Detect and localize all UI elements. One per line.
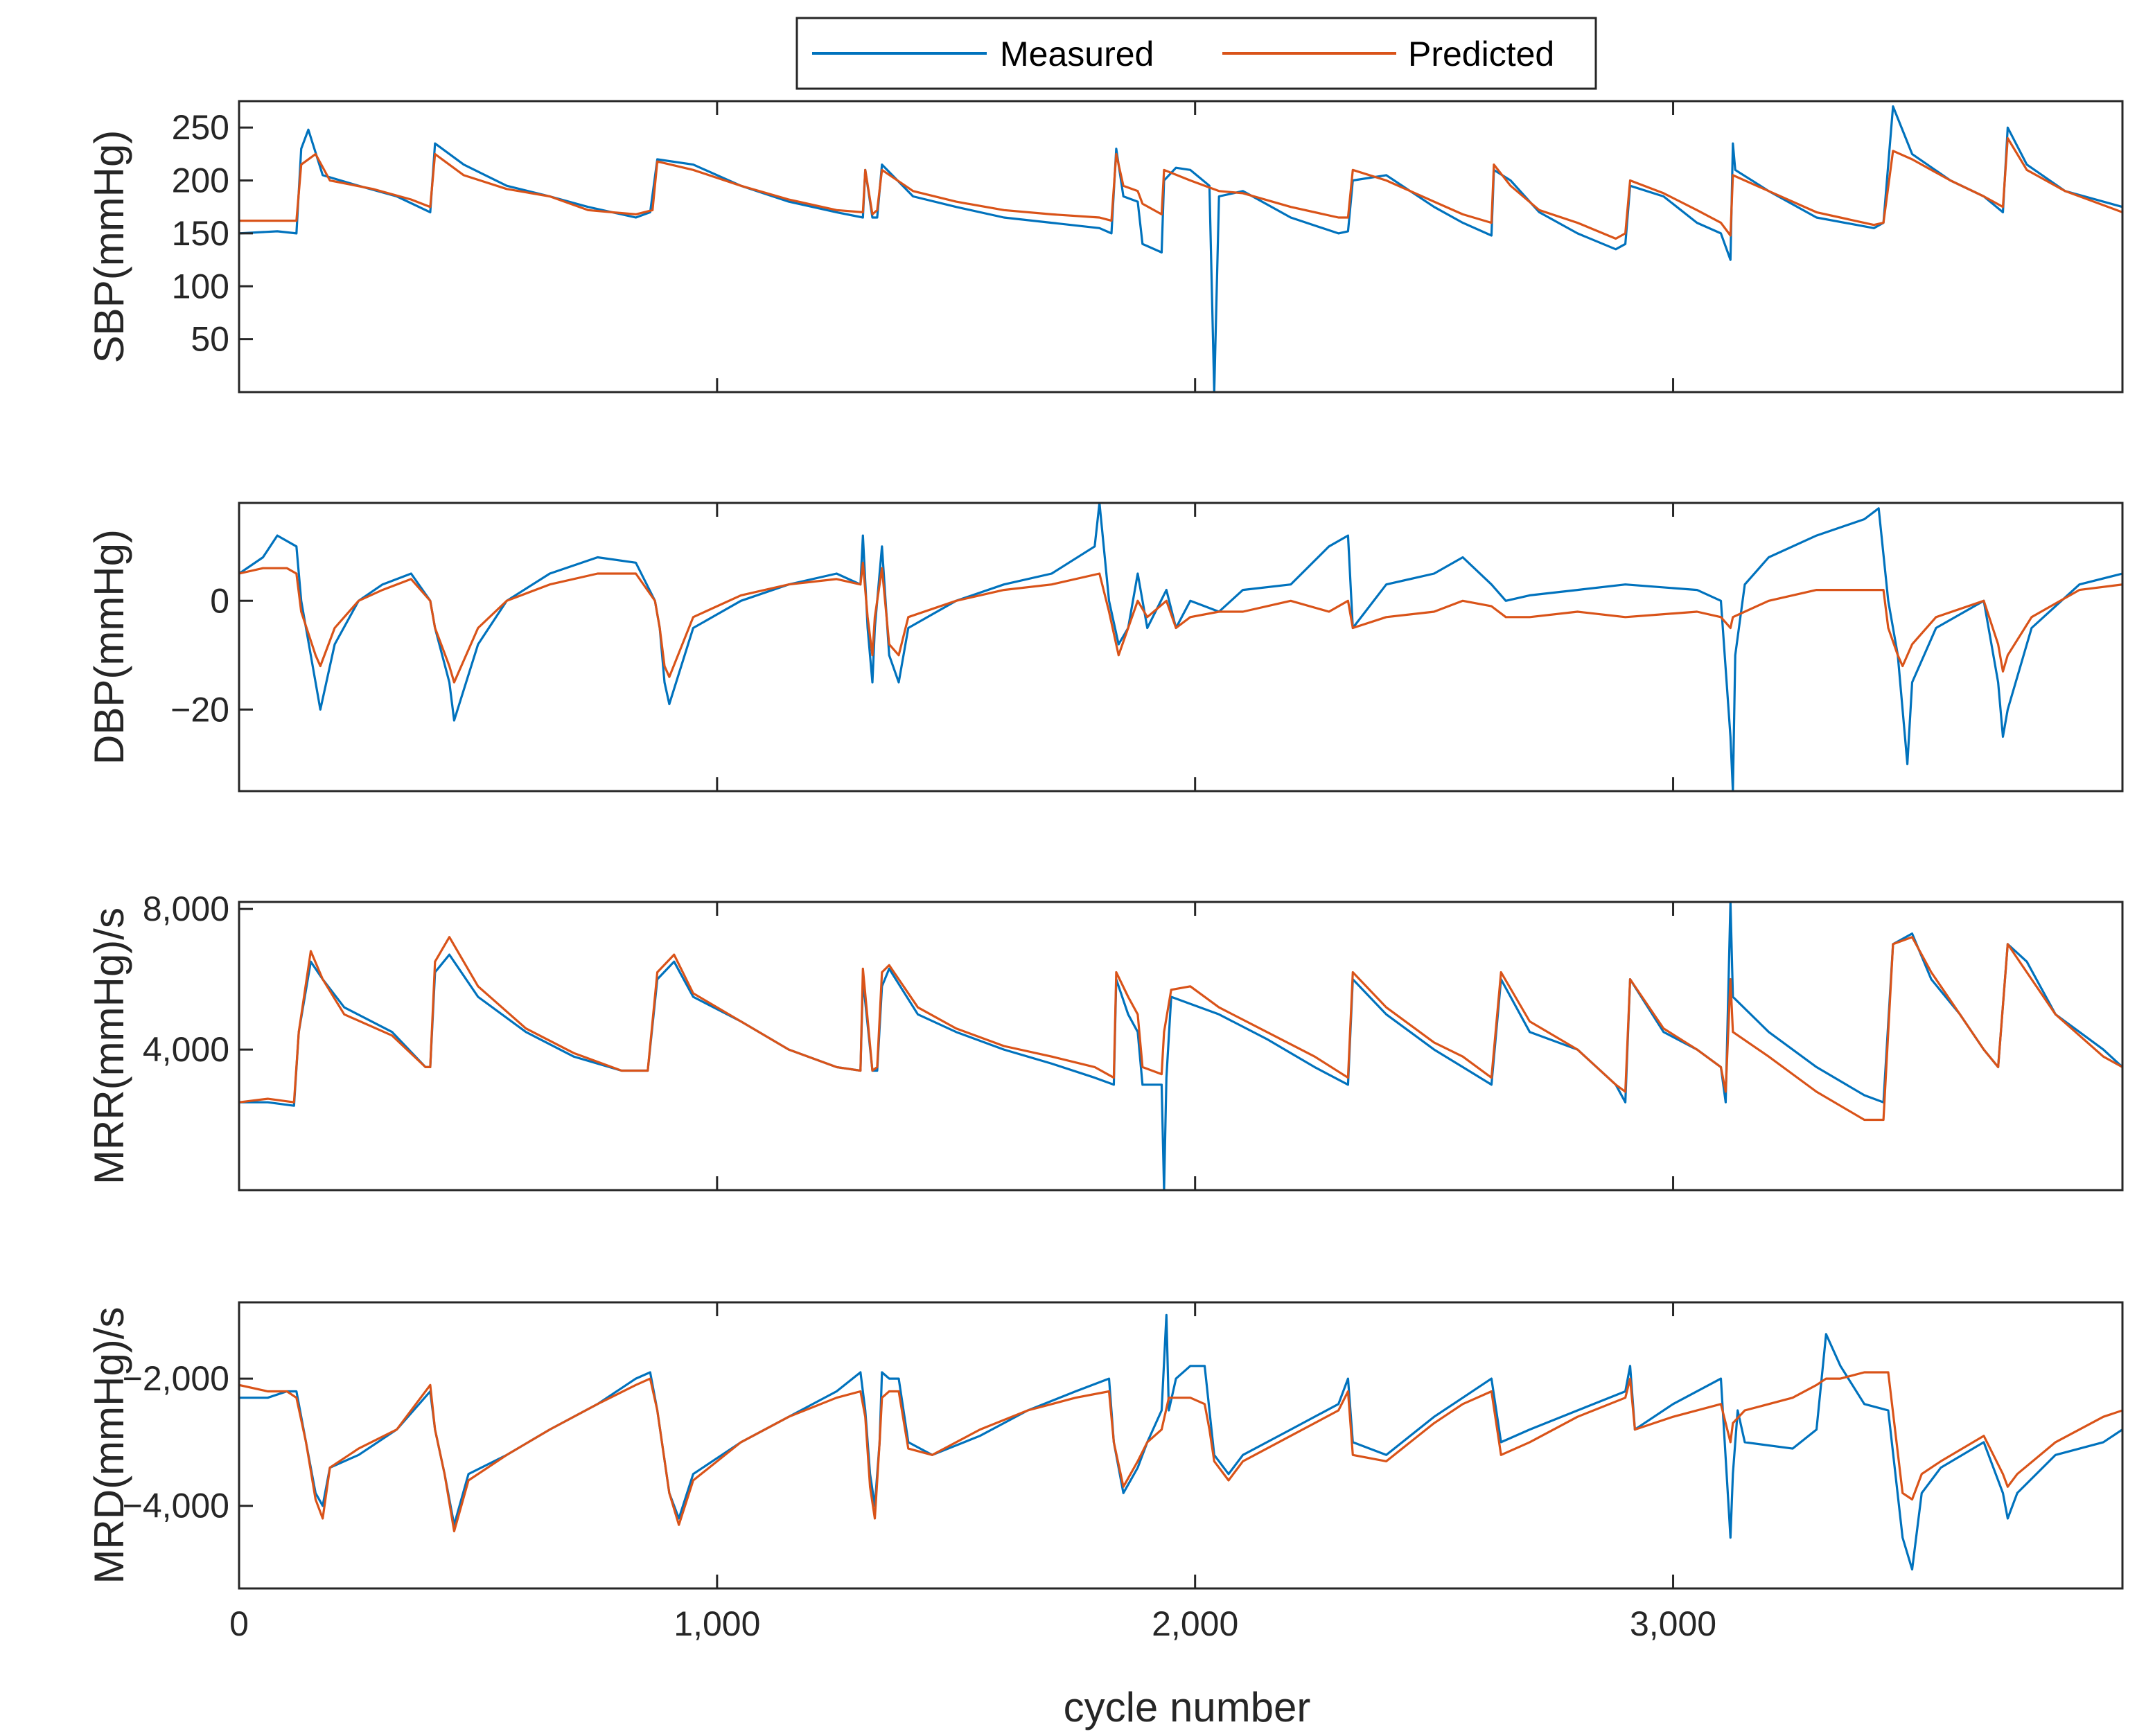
ylabel-dbp: DBP(mmHg) <box>86 529 132 765</box>
series-predicted-mrr <box>239 936 2122 1122</box>
xtick-label-3: 3,000 <box>1630 1604 1716 1643</box>
x-axis-label: cycle number <box>1064 1684 1311 1730</box>
axes-frame-sbp <box>238 100 2124 393</box>
xtick-label-0: 0 <box>229 1604 249 1643</box>
ytick-label-sbp-4: 250 <box>172 108 229 147</box>
ytick-label-sbp-0: 50 <box>191 320 229 359</box>
plot-area-mrd <box>239 1313 2122 1571</box>
series-measured-sbp <box>239 105 2122 392</box>
series-measured-mrr <box>239 902 2122 1190</box>
panels-layer: 50 100 150 200 250 SBP(mmHg) −20 0 DBP(mmHg) 4,00… <box>86 100 2124 1643</box>
series-measured-dbp <box>239 503 2122 791</box>
ytick-label-sbp-1: 100 <box>172 267 229 305</box>
panel-sbp: 50 100 150 200 250 SBP(mmHg) <box>86 100 2124 393</box>
legend-label-predicted: Predicted <box>1408 35 1554 73</box>
ytick-label-mrd-0: −4,000 <box>123 1487 229 1525</box>
panel-mrr: 4,000 8,000 MRR(mmHg)/s <box>86 889 2124 1192</box>
axes-frame-dbp <box>238 502 2124 792</box>
plot-area-dbp <box>239 503 2122 791</box>
xtick-label-1: 1,000 <box>674 1604 760 1643</box>
panel-mrd: −4,000 −2,000 0 1,000 2,000 3,000 MRD(mmHg)/s <box>86 1301 2124 1643</box>
ylabel-sbp: SBP(mmHg) <box>86 130 132 364</box>
axes-frame-mrd <box>238 1301 2124 1590</box>
ytick-label-dbp-0: −20 <box>170 690 229 729</box>
ytick-label-sbp-3: 200 <box>172 161 229 200</box>
xtick-label-2: 2,000 <box>1152 1604 1238 1643</box>
ytick-label-dbp-1: 0 <box>210 581 229 620</box>
panel-dbp: −20 0 DBP(mmHg) <box>86 502 2124 792</box>
plot-area-mrr <box>239 902 2122 1190</box>
ylabel-mrd: MRD(mmHg)/s <box>86 1307 132 1584</box>
legend: Measured Predicted <box>795 17 1597 90</box>
ytick-label-mrr-0: 4,000 <box>143 1030 229 1069</box>
axes-frame-mrr <box>238 901 2124 1192</box>
series-predicted-dbp <box>239 561 2122 684</box>
legend-label-measured: Measured <box>1000 35 1154 73</box>
plot-area-sbp <box>239 105 2122 392</box>
series-predicted-mrd <box>239 1371 2122 1532</box>
ytick-label-mrd-1: −2,000 <box>123 1359 229 1398</box>
ytick-label-mrr-1: 8,000 <box>143 889 229 928</box>
ytick-label-sbp-2: 150 <box>172 214 229 253</box>
ylabel-mrr: MRR(mmHg)/s <box>86 907 132 1185</box>
series-predicted-sbp <box>239 136 2122 240</box>
